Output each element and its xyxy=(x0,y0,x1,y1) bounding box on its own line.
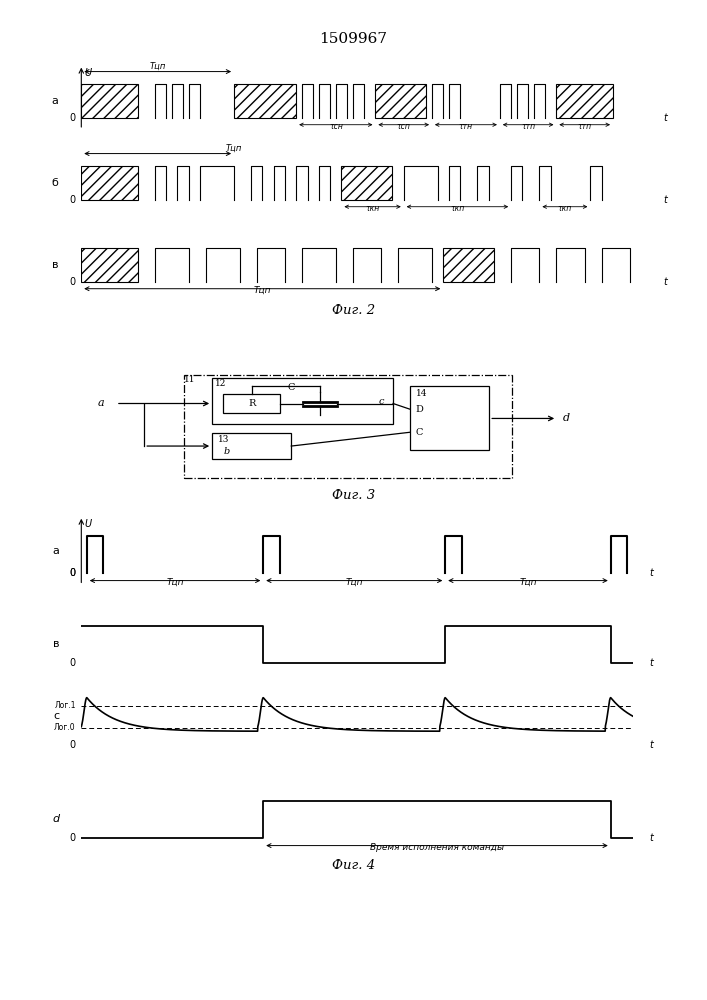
Bar xyxy=(443,248,494,282)
Bar xyxy=(234,84,296,118)
Text: τкн: τкн xyxy=(366,204,380,213)
Text: Лог.1: Лог.1 xyxy=(54,701,76,710)
Bar xyxy=(410,386,489,450)
Text: C: C xyxy=(416,428,423,437)
Text: d: d xyxy=(52,814,59,824)
Bar xyxy=(341,166,392,200)
Text: в: в xyxy=(52,260,59,270)
Text: Тцп: Тцп xyxy=(149,62,166,71)
Text: τтп: τтп xyxy=(521,122,535,131)
Text: 12: 12 xyxy=(215,379,226,388)
Bar xyxy=(212,433,291,459)
Text: b: b xyxy=(223,447,230,456)
Bar xyxy=(212,378,393,424)
Bar xyxy=(375,84,426,118)
Text: t: t xyxy=(649,568,653,578)
Text: Тцп: Тцп xyxy=(166,578,184,587)
Bar xyxy=(81,84,138,118)
Text: Время исполнения команды: Время исполнения команды xyxy=(370,843,504,852)
Text: U: U xyxy=(84,519,91,529)
Text: d: d xyxy=(563,413,570,423)
Text: Тцп: Тцп xyxy=(226,144,243,153)
Text: а: а xyxy=(52,96,59,106)
Text: Фиг. 3: Фиг. 3 xyxy=(332,489,375,502)
Text: 0: 0 xyxy=(70,740,76,750)
Text: t: t xyxy=(649,658,653,668)
Text: t: t xyxy=(664,195,667,205)
Text: 11: 11 xyxy=(184,375,195,384)
Text: б: б xyxy=(52,178,59,188)
Text: Тцп: Тцп xyxy=(519,578,537,587)
Text: 1509967: 1509967 xyxy=(320,32,387,46)
Text: 13: 13 xyxy=(218,435,229,444)
Text: а: а xyxy=(52,546,59,556)
Text: C: C xyxy=(288,383,295,392)
Text: с: с xyxy=(53,711,59,721)
Text: τсн: τсн xyxy=(329,122,343,131)
Text: 0: 0 xyxy=(70,568,76,578)
Text: D: D xyxy=(416,405,423,414)
Text: 0: 0 xyxy=(70,658,76,668)
Text: 0: 0 xyxy=(69,113,76,123)
Text: τкп: τкп xyxy=(558,204,572,213)
Text: τтн: τтн xyxy=(459,122,473,131)
Bar xyxy=(81,248,138,282)
Text: a: a xyxy=(98,398,105,408)
Text: τкп: τкп xyxy=(450,204,464,213)
Text: Фиг. 2: Фиг. 2 xyxy=(332,304,375,317)
Text: t: t xyxy=(649,833,653,843)
Text: Фиг. 4: Фиг. 4 xyxy=(332,859,375,872)
Text: 0: 0 xyxy=(70,833,76,843)
Text: Лог.0: Лог.0 xyxy=(54,723,76,732)
Text: Тцп: Тцп xyxy=(346,578,363,587)
Text: τтп: τтп xyxy=(578,122,592,131)
Text: t: t xyxy=(649,740,653,750)
Bar xyxy=(556,84,613,118)
Text: τсп: τсп xyxy=(397,122,411,131)
Bar xyxy=(184,375,512,478)
Text: 0: 0 xyxy=(69,195,76,205)
Bar xyxy=(223,394,280,413)
Text: t: t xyxy=(664,113,667,123)
Text: c: c xyxy=(379,397,385,406)
Bar xyxy=(81,166,138,200)
Text: R: R xyxy=(248,399,255,408)
Text: в: в xyxy=(53,639,59,649)
Text: t: t xyxy=(664,277,667,287)
Text: 14: 14 xyxy=(416,389,427,398)
Text: Тцп: Тцп xyxy=(254,286,271,295)
Text: 0: 0 xyxy=(70,568,76,578)
Text: 0: 0 xyxy=(69,277,76,287)
Text: U: U xyxy=(84,68,91,78)
